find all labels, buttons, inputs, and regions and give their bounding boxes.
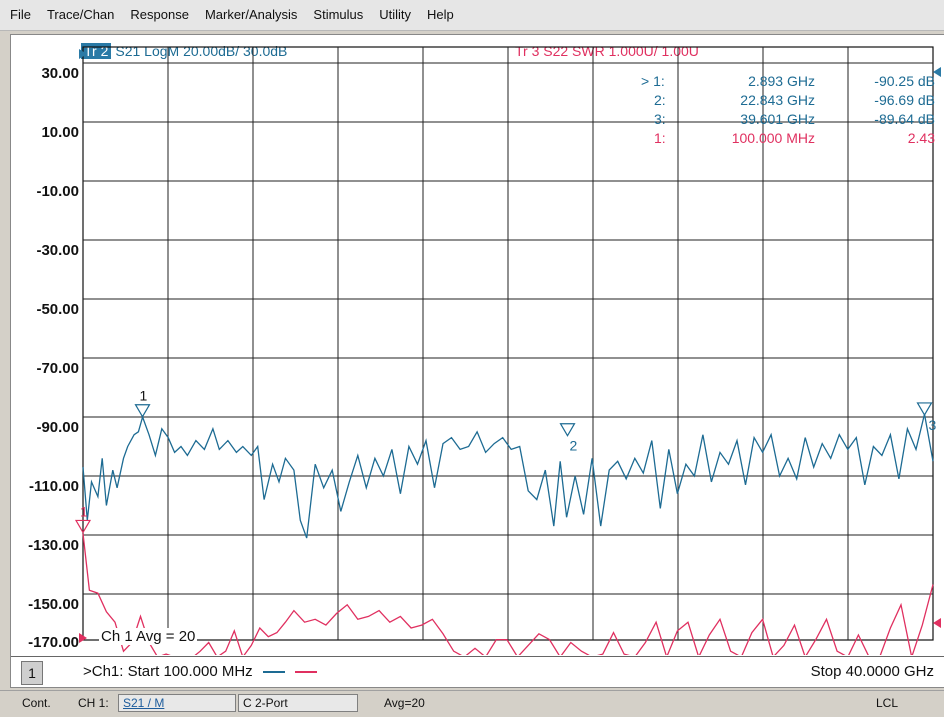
y-tick-label: -170.00 xyxy=(28,634,79,651)
trace3-line xyxy=(82,533,934,655)
marker-3-value: -89.64 dB xyxy=(874,111,935,127)
trace3-ref-arrow xyxy=(79,633,87,643)
trace2-marker-label: 3 xyxy=(929,417,937,433)
marker-2-freq: 22.843 GHz xyxy=(740,92,815,108)
trace2-marker-label: 1 xyxy=(140,388,148,404)
marker-3-num: 3: xyxy=(654,111,666,127)
marker-r1-num: 1: xyxy=(654,130,666,146)
marker-r1-value: 2.43 xyxy=(907,130,935,146)
stop-frequency[interactable]: Stop 40.0000 GHz xyxy=(810,663,934,680)
status-channel: CH 1: xyxy=(78,696,109,710)
marker-1-freq: 2.893 GHz xyxy=(748,73,815,89)
trace2-legend-line xyxy=(262,671,285,674)
marker-3-freq: 39.601 GHz xyxy=(740,111,815,127)
marker-2-num: 2: xyxy=(654,92,666,108)
status-bar: Cont. CH 1: S21 / M C 2-Port Avg=20 LCL xyxy=(0,690,944,717)
trace3-marker-label: 1 xyxy=(80,503,88,519)
trace2-marker-triangle xyxy=(134,404,151,418)
y-tick-label: -130.00 xyxy=(28,537,79,554)
channel-info-row: 1 >Ch1: Start 100.000 MHz Stop 40.0000 G… xyxy=(11,656,944,687)
status-measurement-text: S21 / M xyxy=(123,696,165,710)
y-tick-label: -110.00 xyxy=(28,478,79,495)
average-label: Ch 1 Avg = 20 xyxy=(99,628,198,645)
trace3-right-ref-arrow xyxy=(933,618,941,628)
marker-1-num: > 1: xyxy=(641,73,665,89)
status-mode[interactable]: Cont. xyxy=(22,696,51,710)
trace2-marker-triangle xyxy=(916,402,933,417)
trace3-legend-line xyxy=(295,671,318,674)
trace2-marker-triangle xyxy=(559,423,576,437)
y-tick-label: -30.00 xyxy=(36,242,79,259)
marker-1-value: -90.25 dB xyxy=(874,73,935,89)
trace2-right-ref-arrow xyxy=(933,67,941,77)
marker-2-value: -96.69 dB xyxy=(874,92,935,108)
status-average: Avg=20 xyxy=(384,696,425,710)
menu-utility[interactable]: Utility xyxy=(379,7,412,22)
y-tick-label: 10.00 xyxy=(41,124,79,141)
menu-marker-analysis[interactable]: Marker/Analysis xyxy=(204,7,298,22)
trace3-marker-triangle xyxy=(74,519,92,534)
menu-bar: File Trace/Chan Response Marker/Analysis… xyxy=(0,0,944,31)
trace2-line xyxy=(82,413,934,539)
y-tick-label: -10.00 xyxy=(36,183,79,200)
trace2-marker-label: 2 xyxy=(570,438,578,454)
trace2-ref-arrow xyxy=(79,49,87,59)
menu-response[interactable]: Response xyxy=(130,7,189,22)
menu-help[interactable]: Help xyxy=(427,7,454,22)
y-tick-label: 30.00 xyxy=(41,65,79,82)
status-lcl: LCL xyxy=(876,696,899,710)
y-tick-label: -70.00 xyxy=(36,360,79,377)
channel-window: Tr 2 S21 LogM 20.00dB/ 30.0dB Tr 3 S22 SW… xyxy=(10,34,944,688)
menu-stimulus[interactable]: Stimulus xyxy=(313,7,364,22)
marker-r1-freq: 100.000 MHz xyxy=(731,130,815,146)
start-frequency[interactable]: >Ch1: Start 100.000 MHz xyxy=(83,663,318,680)
start-frequency-text: >Ch1: Start 100.000 MHz xyxy=(83,663,253,680)
status-measurement[interactable]: S21 / M xyxy=(118,694,236,712)
menu-trace-chan[interactable]: Trace/Chan xyxy=(46,7,115,22)
y-tick-label: -90.00 xyxy=(36,419,79,436)
menu-file[interactable]: File xyxy=(10,7,31,22)
y-tick-label: -50.00 xyxy=(36,301,79,318)
trace-plot[interactable]: 1 2 3 1 xyxy=(11,35,943,655)
y-tick-label: -150.00 xyxy=(28,596,79,613)
channel-number-button[interactable]: 1 xyxy=(21,661,43,685)
status-port[interactable]: C 2-Port xyxy=(238,694,358,712)
